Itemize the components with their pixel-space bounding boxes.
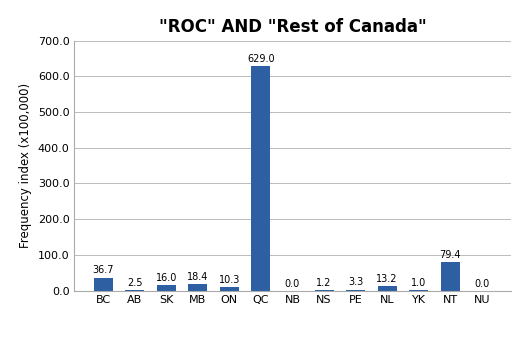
Bar [441,262,460,291]
Text: 3.3: 3.3 [348,277,363,287]
Text: 629.0: 629.0 [247,54,275,64]
Text: 10.3: 10.3 [219,275,240,285]
Bar [188,284,207,291]
Text: 13.2: 13.2 [376,274,398,284]
Bar [315,290,334,291]
Bar [409,290,428,291]
Bar [346,290,365,291]
Text: 0.0: 0.0 [285,279,300,289]
Bar [94,277,113,291]
Y-axis label: Frequency index (x100,000): Frequency index (x100,000) [19,83,32,248]
Text: 36.7: 36.7 [92,265,114,275]
Bar [157,285,175,291]
Text: 0.0: 0.0 [474,279,490,289]
Text: 2.5: 2.5 [127,277,142,288]
Text: 18.4: 18.4 [187,272,209,282]
Text: 16.0: 16.0 [155,273,177,283]
Text: 1.0: 1.0 [411,278,426,288]
Text: 79.4: 79.4 [440,250,461,260]
Bar [125,290,144,291]
Title: "ROC" AND "Rest of Canada": "ROC" AND "Rest of Canada" [159,18,426,36]
Text: 1.2: 1.2 [316,278,331,288]
Bar [251,66,270,291]
Bar [220,287,239,291]
Bar [378,286,397,291]
